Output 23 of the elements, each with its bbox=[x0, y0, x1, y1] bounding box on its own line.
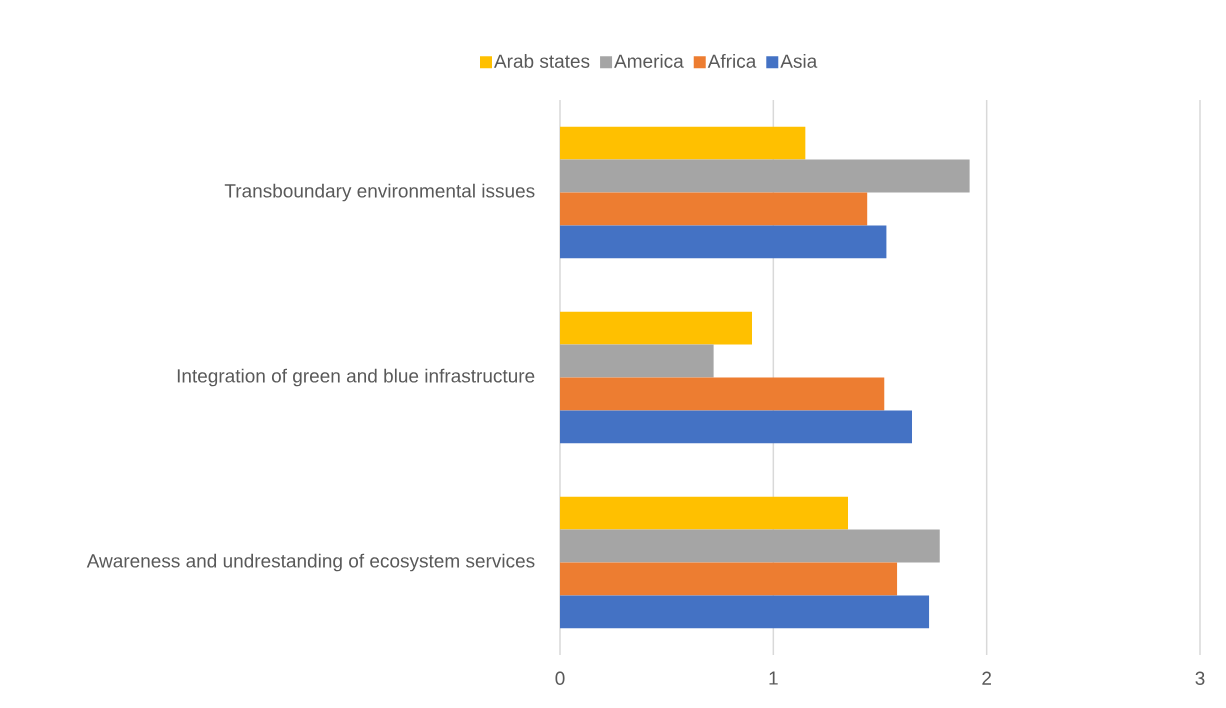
bar bbox=[560, 159, 970, 193]
bar bbox=[560, 529, 940, 563]
bar bbox=[560, 311, 753, 345]
x-tick-label: 2 bbox=[982, 671, 991, 685]
bar bbox=[560, 562, 898, 596]
legend-label: Arab states bbox=[494, 53, 590, 68]
y-tick-label: Integration of green and blue infrastructure bbox=[177, 368, 535, 387]
y-tick-label: Transboundary environmental issues bbox=[224, 183, 535, 202]
x-tick-label: 0 bbox=[555, 671, 565, 685]
bar bbox=[560, 192, 868, 226]
bar bbox=[560, 377, 885, 411]
bar bbox=[560, 595, 930, 629]
legend-label: America bbox=[614, 53, 684, 68]
bar bbox=[560, 496, 849, 530]
x-tick-label: 1 bbox=[769, 671, 778, 685]
x-tick-label: 3 bbox=[1195, 671, 1205, 685]
legend-label: Africa bbox=[707, 53, 757, 68]
y-tick-label: Awareness and undrestanding of ecosystem services bbox=[86, 553, 535, 572]
bar bbox=[560, 344, 714, 378]
bar bbox=[560, 126, 806, 160]
legend-label: Asia bbox=[780, 53, 818, 68]
bar bbox=[560, 225, 887, 259]
bar bbox=[560, 410, 913, 444]
